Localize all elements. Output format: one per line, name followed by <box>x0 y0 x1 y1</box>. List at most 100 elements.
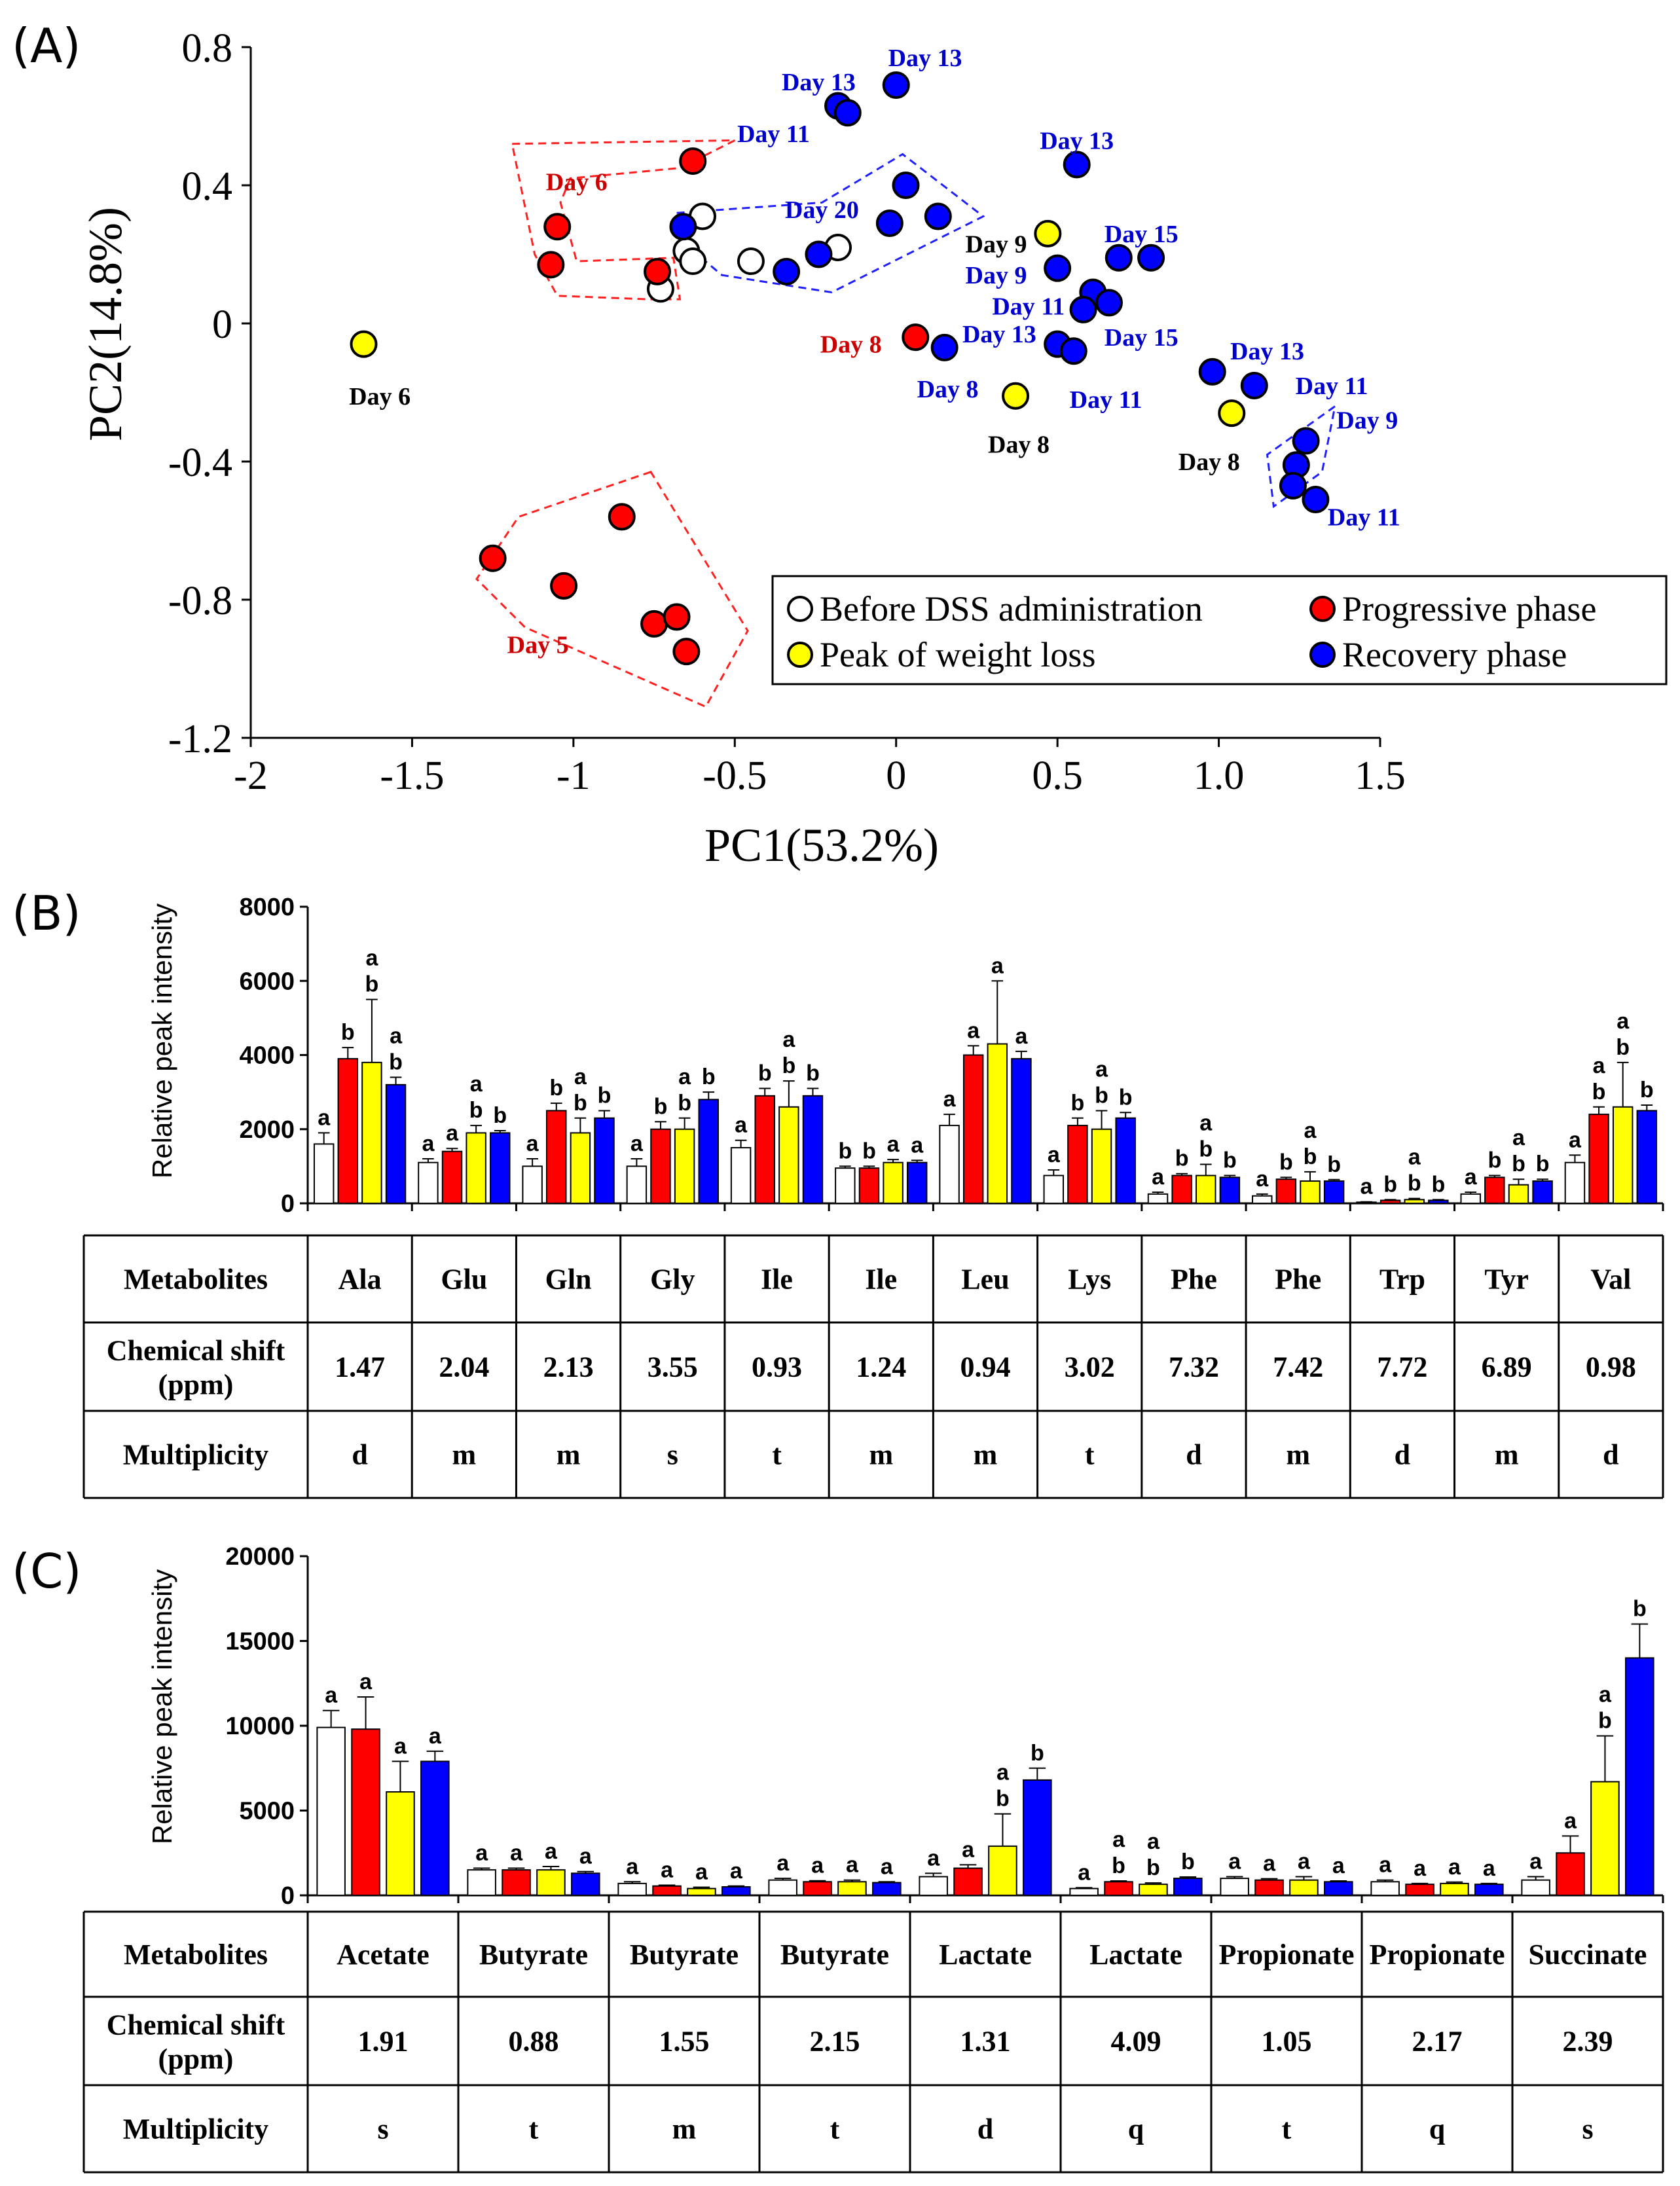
significance-letter: a <box>325 1683 338 1708</box>
significance-letter: a <box>1256 1167 1269 1192</box>
table-shift: 2.15 <box>810 2026 860 2058</box>
pca-point-recovery <box>1292 427 1320 455</box>
table-header-metabolites: Metabolites <box>124 1939 268 1971</box>
pca-point-recovery <box>1240 371 1268 399</box>
significance-letter: a <box>782 1027 795 1052</box>
significance-letter: a <box>927 1846 940 1870</box>
significance-letter: b <box>1112 1853 1125 1878</box>
table-metabolite: Lactate <box>1089 1939 1182 1971</box>
table-shift: 2.04 <box>439 1351 489 1383</box>
significance-letter: b <box>838 1139 852 1163</box>
pca-x-tick-label: -0.5 <box>703 754 767 798</box>
pca-point-progressive <box>537 251 565 279</box>
bar-before <box>1460 1193 1481 1204</box>
table-multiplicity: d <box>352 1439 367 1471</box>
significance-letter: b <box>1327 1152 1341 1177</box>
bar-recovery <box>1173 1878 1203 1897</box>
pca-point-recovery <box>924 202 952 230</box>
cluster-hull-red <box>511 139 735 301</box>
pca-point-progressive <box>672 638 701 666</box>
significance-letter: b <box>1175 1146 1189 1171</box>
pca-point-recovery <box>805 240 833 268</box>
significance-letter: a <box>911 1133 924 1157</box>
pca-point-progressive <box>543 213 572 241</box>
bar-y-tick-label: 10000 <box>225 1713 295 1740</box>
table-header-shift: Chemical shift <box>107 1335 285 1367</box>
significance-letter: a <box>318 1105 331 1130</box>
pca-point-progressive <box>608 503 636 531</box>
bar-progressive <box>803 1881 832 1897</box>
pca-point-recovery <box>1044 254 1072 282</box>
significance-letter: b <box>1592 1080 1606 1104</box>
significance-letter: a <box>1332 1853 1345 1878</box>
table-shift: 0.93 <box>752 1351 802 1383</box>
legend-label-before: Before DSS administration <box>820 589 1203 628</box>
table-shift: 2.13 <box>543 1351 594 1383</box>
significance-letter: b <box>1536 1152 1550 1176</box>
table-metabolite: Glu <box>441 1264 487 1296</box>
organic-acid-table: Metabolites Chemical shift(ppm) Multiplici… <box>82 1910 1664 2174</box>
bar-y-tick-label: 2000 <box>239 1116 295 1144</box>
panel-label-c: (C) <box>12 1544 81 1599</box>
table-metabolite: Propionate <box>1370 1939 1505 1971</box>
pca-point-progressive <box>644 257 671 285</box>
significance-letter: b <box>1512 1152 1525 1176</box>
significance-letter: b <box>1181 1849 1195 1874</box>
significance-letter: a <box>730 1859 743 1884</box>
day-label: Day 13 <box>1230 338 1304 365</box>
cluster-hull-blue <box>1266 404 1337 509</box>
bar-recovery <box>490 1132 511 1204</box>
bar-peak <box>1612 1106 1634 1205</box>
significance-letter: b <box>806 1061 820 1085</box>
table-multiplicity: m <box>452 1439 477 1471</box>
table-multiplicity: t <box>830 2113 840 2145</box>
significance-letter: a <box>574 1065 587 1089</box>
bar-progressive <box>337 1058 359 1204</box>
bar-progressive <box>502 1869 531 1896</box>
bar-peak <box>883 1161 904 1205</box>
bar-progressive <box>953 1867 983 1897</box>
bar-peak <box>987 1043 1008 1204</box>
significance-letter: a <box>1199 1111 1213 1136</box>
pca-y-tick-label: -0.8 <box>168 579 232 623</box>
pca-axes: -2 -1.5 -1 -0.5 0 0.5 1.0 1.5 0.8 0.4 0 -0.4 -0.8 -1.… <box>168 26 1406 798</box>
table-metabolite: Succinate <box>1529 1939 1647 1971</box>
day-label: Day 13 <box>962 321 1036 348</box>
significance-letter: a <box>1015 1024 1028 1049</box>
significance-letter: a <box>943 1087 957 1112</box>
significance-letter: b <box>1598 1709 1612 1734</box>
significance-letter: a <box>1512 1125 1525 1150</box>
bar-recovery <box>594 1117 615 1204</box>
legend-label-progressive: Progressive phase <box>1342 589 1596 628</box>
significance-letter: b <box>654 1094 668 1119</box>
legend-marker-recovery <box>1309 642 1336 668</box>
bar-recovery <box>1011 1058 1032 1204</box>
pca-point-recovery <box>833 99 862 127</box>
table-shift: 0.88 <box>509 2026 559 2058</box>
pca-legend: Before DSS administration Progressive ph… <box>771 575 1668 685</box>
bar-peak <box>1440 1882 1469 1897</box>
day-label: Day 6 <box>546 169 608 196</box>
pca-point-progressive <box>902 323 930 352</box>
bar-recovery <box>721 1886 751 1897</box>
bar-peak <box>1300 1180 1321 1205</box>
significance-letter: a <box>429 1724 442 1749</box>
significance-letter: a <box>1414 1856 1427 1881</box>
table-shift: 1.31 <box>960 2026 1011 2058</box>
significance-letter: a <box>996 1760 1010 1785</box>
table-shift: 1.91 <box>358 2026 409 2058</box>
pca-point-recovery <box>1069 295 1097 323</box>
b-y-axis-title: Relative peak intensity <box>147 903 177 1178</box>
table-metabolite: Phe <box>1171 1264 1217 1296</box>
significance-letter: a <box>1152 1165 1165 1190</box>
pca-point-recovery <box>669 213 697 241</box>
bar-before <box>1370 1881 1400 1897</box>
bar-peak <box>570 1132 591 1204</box>
bar-recovery <box>1115 1117 1136 1204</box>
day-label: Day 20 <box>785 196 859 224</box>
bar-recovery <box>1625 1657 1654 1896</box>
pca-point-recovery <box>1059 337 1087 365</box>
table-shift: 3.55 <box>648 1351 698 1383</box>
table-multiplicity: q <box>1429 2113 1446 2145</box>
